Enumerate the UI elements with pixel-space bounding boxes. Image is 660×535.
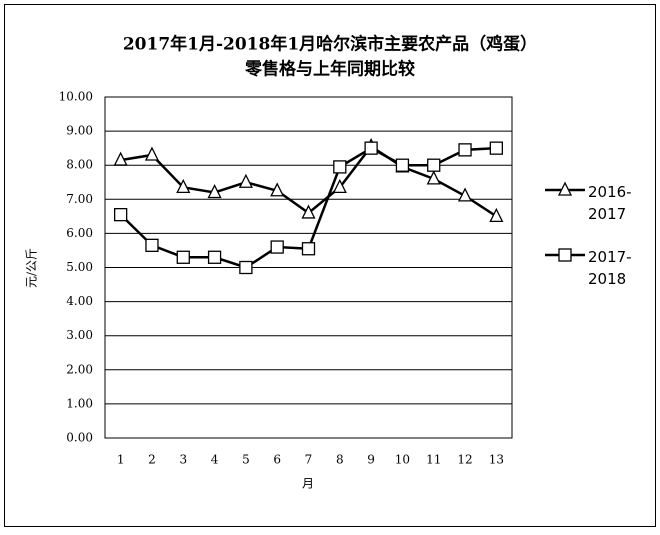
marker — [114, 207, 128, 222]
x-tick-label: 4 — [211, 453, 219, 467]
x-tick-label: 10 — [395, 453, 410, 467]
marker — [207, 250, 222, 264]
x-tick-label: 6 — [273, 453, 281, 467]
marker — [558, 248, 572, 262]
marker — [458, 143, 472, 157]
marker — [176, 250, 190, 264]
x-tick-label: 12 — [457, 453, 472, 467]
y-tick-label: 7.00 — [66, 192, 93, 206]
frame — [4, 4, 656, 527]
x-axis-label: 月 — [302, 477, 314, 491]
y-tick-label: 3.00 — [66, 328, 93, 342]
marker — [113, 151, 128, 166]
x-tick-label: 11 — [426, 453, 441, 467]
marker — [270, 182, 285, 197]
chart-title: 2017年1月-2018年1月哈尔滨市主要农产品（鸡蛋） — [123, 34, 537, 55]
marker — [238, 173, 253, 188]
marker — [426, 170, 441, 185]
x-tick-label: 3 — [179, 453, 187, 467]
marker — [427, 158, 441, 172]
y-tick-label: 5.00 — [66, 260, 93, 274]
x-tick-label: 2 — [148, 453, 156, 467]
marker — [395, 158, 410, 172]
legend-label: 2016-2017 — [588, 183, 632, 223]
marker — [301, 242, 316, 256]
x-tick-label: 1 — [117, 453, 125, 467]
y-tick-label: 0.00 — [66, 431, 93, 445]
marker — [364, 141, 378, 155]
y-tick-label: 2.00 — [66, 362, 93, 376]
y-tick-label: 4.00 — [66, 294, 93, 308]
x-tick-label: 13 — [489, 453, 504, 467]
legend-label: 2017-2018 — [588, 248, 632, 288]
y-tick-label: 1.00 — [66, 396, 93, 410]
marker — [489, 207, 504, 223]
marker — [239, 260, 253, 275]
marker — [176, 178, 191, 194]
plot-border — [104, 96, 513, 439]
marker — [333, 160, 347, 174]
marker — [332, 178, 347, 194]
y-tick-label: 10.00 — [59, 90, 93, 104]
x-tick-label: 9 — [367, 453, 375, 467]
y-tick-label: 8.00 — [66, 158, 93, 172]
marker — [270, 240, 284, 254]
chart-subtitle: 零售格与上年同期比较 — [244, 59, 415, 80]
marker — [557, 181, 573, 196]
marker — [144, 146, 160, 161]
x-tick-label: 8 — [336, 453, 344, 467]
x-tick-label: 7 — [305, 453, 313, 467]
marker — [145, 238, 159, 252]
marker — [457, 187, 473, 202]
marker — [301, 204, 316, 219]
x-tick-label: 5 — [242, 453, 250, 467]
y-tick-label: 6.00 — [66, 226, 93, 240]
y-tick-label: 9.00 — [66, 124, 93, 138]
y-axis-label: 元/公斤 — [25, 248, 39, 288]
marker — [207, 184, 222, 199]
marker — [489, 141, 503, 155]
